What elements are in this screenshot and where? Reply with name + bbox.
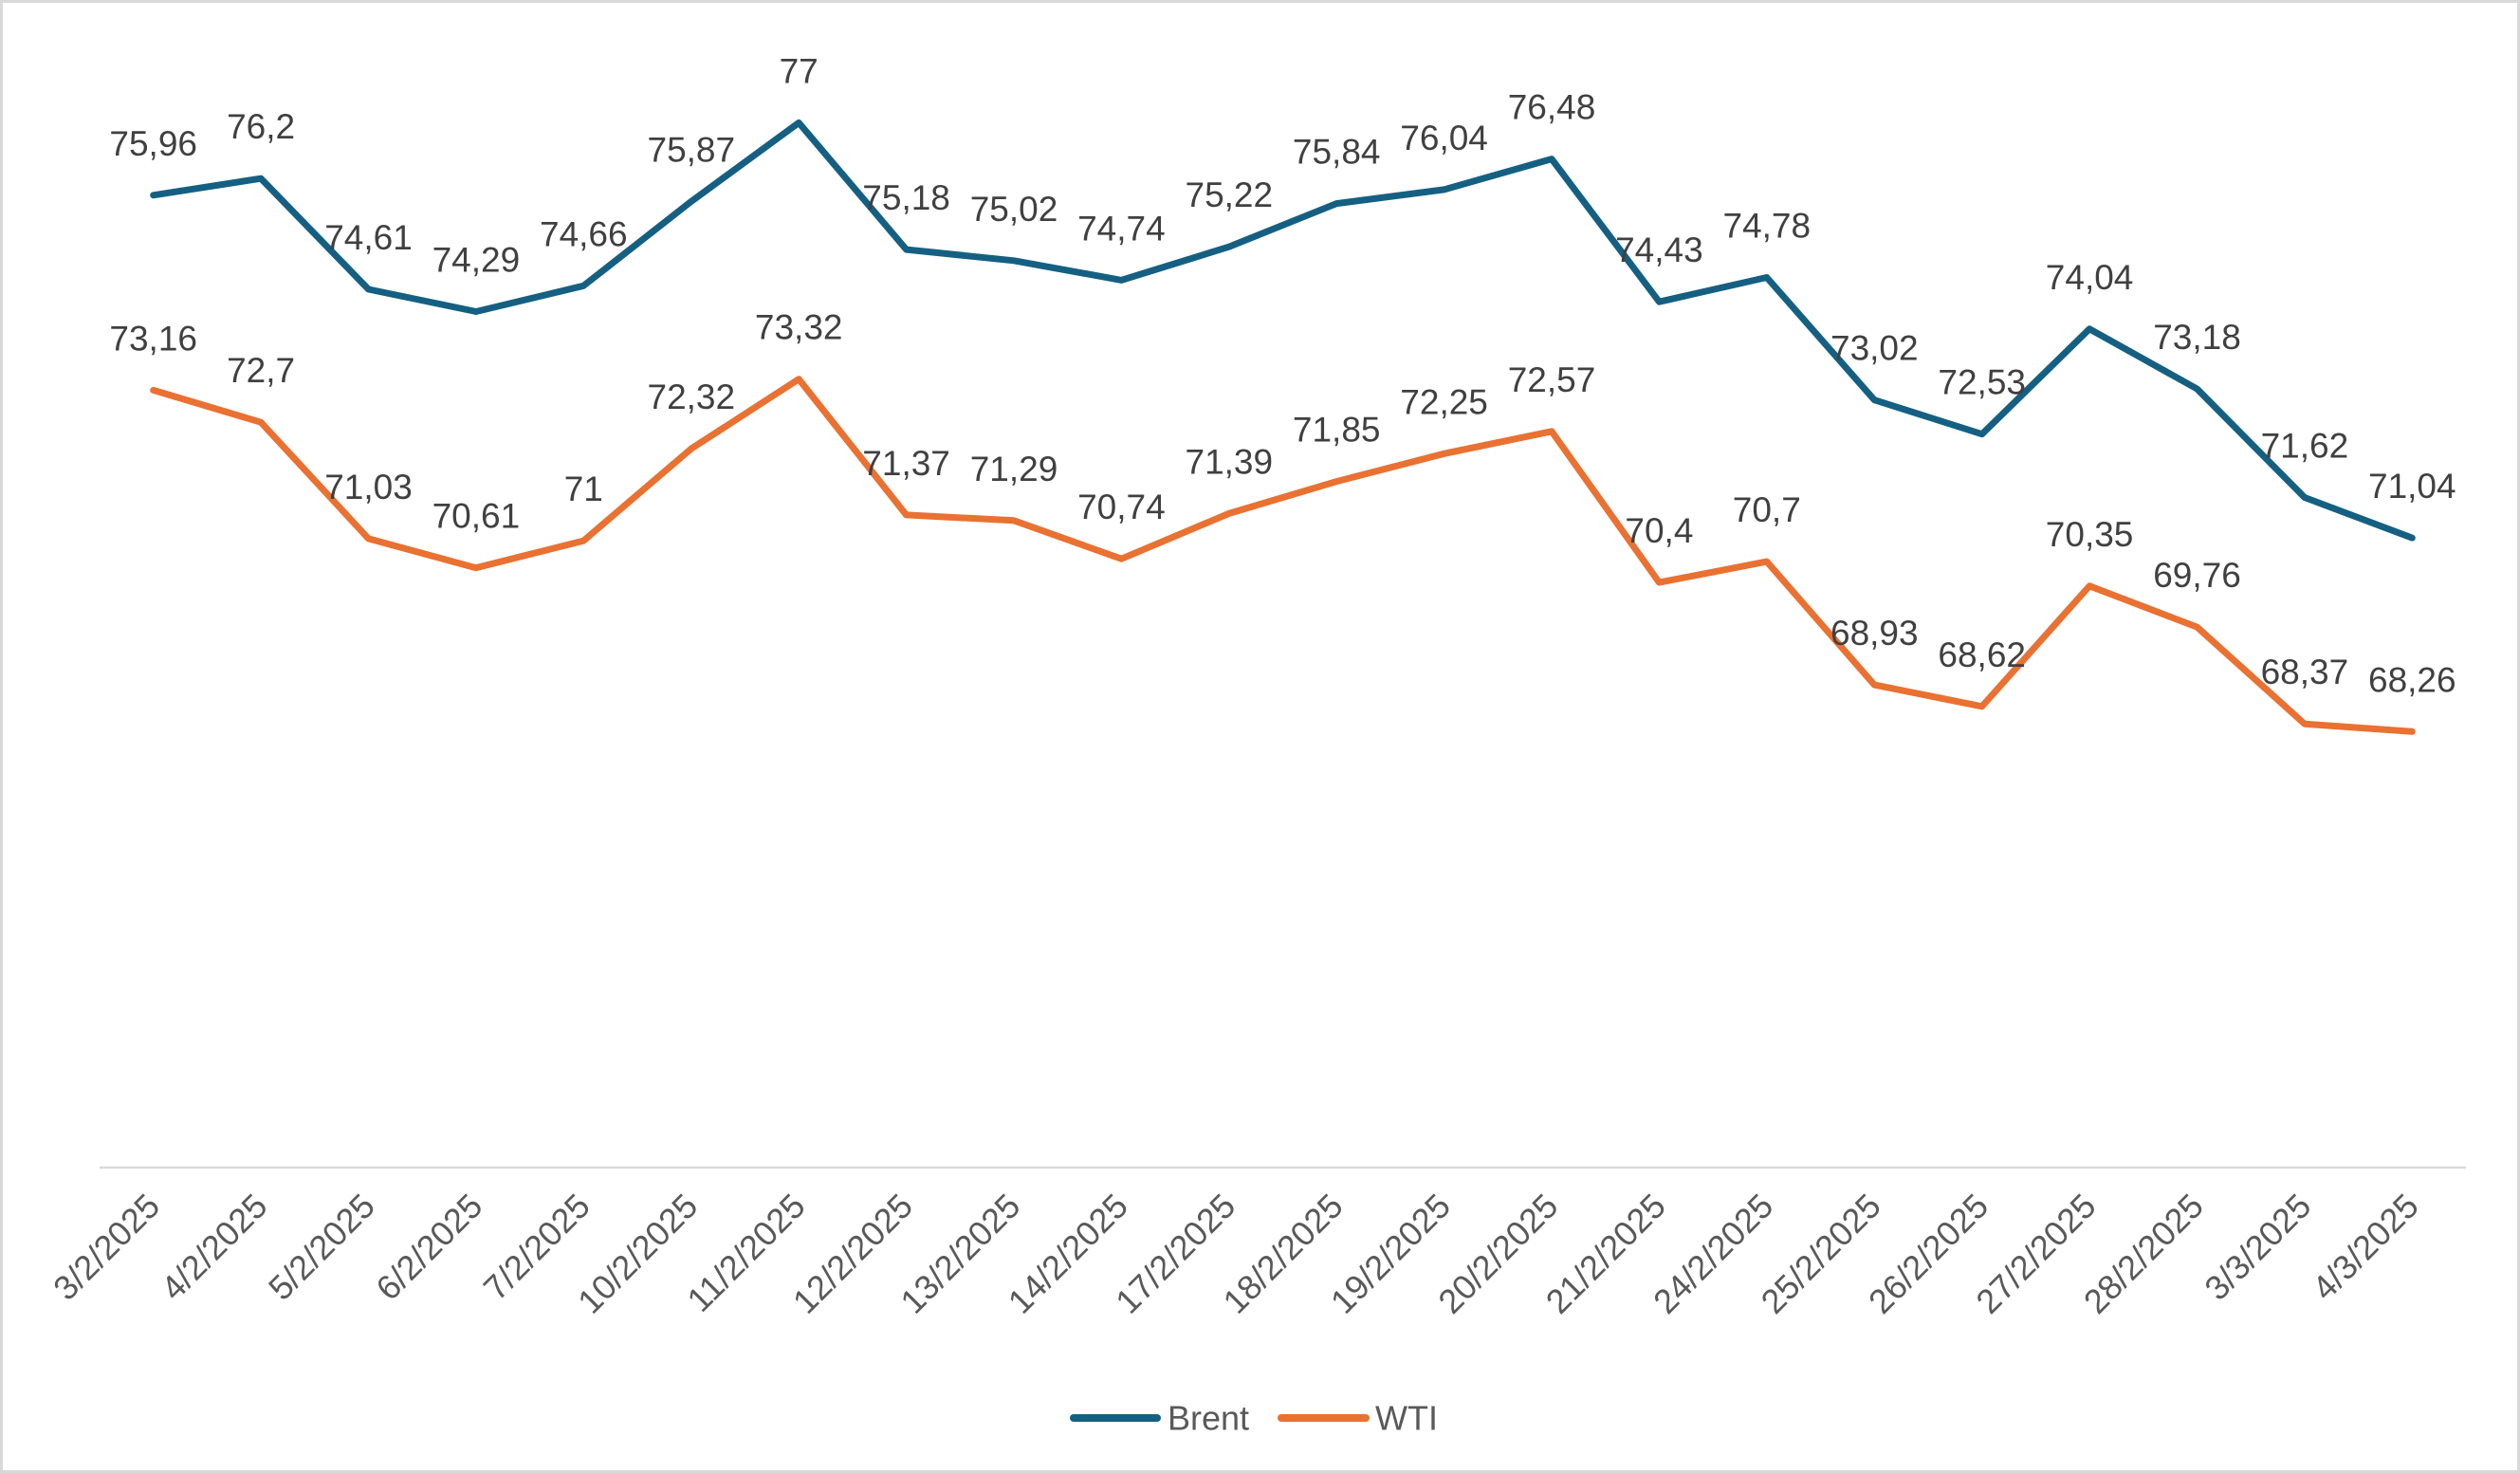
wti-data-label: 70,7	[1733, 490, 1801, 529]
wti-data-label: 68,26	[2368, 660, 2456, 699]
brent-data-label: 76,2	[227, 107, 295, 146]
wti-data-label: 68,93	[1830, 614, 1919, 653]
brent-data-label: 73,18	[2153, 318, 2241, 357]
wti-data-label: 68,37	[2261, 653, 2349, 691]
legend-item-wti: WTI	[1278, 1399, 1438, 1438]
wti-data-label: 71,39	[1186, 442, 1274, 481]
series-lines	[150, 119, 2416, 735]
brent-data-label: 71,04	[2368, 467, 2456, 506]
data-labels: 75,96 76,2 74,61 74,29 74,66 75,87 77 75,18 75,0…	[109, 51, 2456, 699]
wti-data-label: 70,74	[1077, 488, 1166, 526]
wti-data-label: 72,57	[1508, 360, 1596, 399]
brent-data-label: 77	[780, 51, 819, 90]
brent-data-label: 74,66	[540, 214, 628, 253]
plot-area: 75,96 76,2 74,61 74,29 74,66 75,87 77 75,18 75,0…	[100, 51, 2466, 1169]
brent-data-label: 74,04	[2046, 258, 2134, 297]
wti-data-label: 73,16	[109, 319, 197, 358]
legend-label-wti: WTI	[1375, 1399, 1438, 1438]
brent-data-label: 74,43	[1615, 230, 1703, 269]
brent-data-label: 75,84	[1293, 133, 1381, 172]
wti-data-label: 69,76	[2153, 556, 2241, 595]
brent-data-label: 74,29	[432, 241, 521, 280]
brent-data-label: 75,02	[970, 190, 1058, 229]
wti-data-label: 71,37	[862, 444, 950, 483]
legend-label-brent: Brent	[1168, 1399, 1249, 1438]
wti-data-label: 71	[564, 470, 603, 508]
brent-data-label: 75,22	[1186, 175, 1274, 214]
wti-data-label: 73,32	[755, 308, 843, 347]
brent-data-label: 74,74	[1077, 209, 1166, 248]
wti-data-label: 70,4	[1625, 511, 1693, 550]
brent-data-label: 71,62	[2261, 427, 2349, 466]
wti-line	[150, 376, 2416, 735]
wti-data-label: 72,7	[227, 351, 295, 390]
wti-data-label: 72,32	[648, 377, 736, 416]
wti-data-label: 68,62	[1938, 635, 2026, 674]
brent-line	[150, 119, 2416, 542]
legend: Brent WTI	[1070, 1399, 1438, 1438]
wti-data-label: 71,03	[324, 468, 413, 506]
brent-data-label: 72,53	[1938, 363, 2026, 402]
legend-item-brent: Brent	[1070, 1399, 1249, 1438]
brent-data-label: 76,04	[1400, 119, 1488, 157]
wti-data-label: 71,29	[970, 450, 1058, 488]
wti-data-label: 70,35	[2046, 515, 2134, 554]
brent-data-label: 74,78	[1723, 207, 1812, 246]
brent-data-label: 75,18	[862, 178, 950, 217]
brent-data-label: 75,96	[109, 124, 197, 163]
brent-data-label: 76,48	[1508, 88, 1596, 127]
wti-data-label: 71,85	[1293, 411, 1381, 450]
wti-data-label: 72,25	[1400, 382, 1488, 421]
brent-data-label: 75,87	[648, 130, 736, 169]
wti-data-label: 70,61	[432, 497, 521, 536]
brent-data-label: 73,02	[1830, 329, 1919, 368]
brent-data-label: 74,61	[324, 218, 413, 257]
